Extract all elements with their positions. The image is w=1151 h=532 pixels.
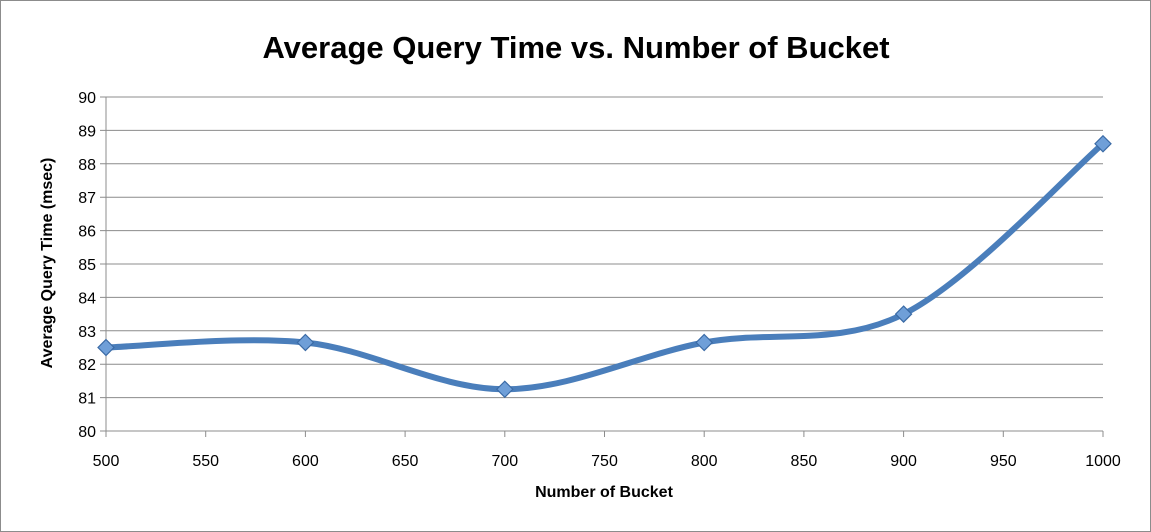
x-tick-label: 1000 [1085,453,1121,470]
data-point-marker [97,338,115,357]
axes [100,97,1104,437]
x-tick-label: 850 [791,453,818,470]
x-tick-label: 700 [491,453,518,470]
y-tick-label: 90 [78,90,96,107]
data-point-marker [296,333,315,352]
y-tick-label: 81 [78,391,96,408]
series-line [103,140,1106,393]
y-tick-label: 85 [78,257,96,274]
x-tick-label: 500 [93,453,120,470]
gridlines [100,96,1103,399]
y-tick-label: 86 [78,224,96,241]
x-tick-label: 550 [192,453,219,470]
x-tick-label: 600 [292,453,319,470]
x-tick-label: 900 [890,453,917,470]
series-layer [97,134,1112,399]
x-tick-label: 750 [591,453,618,470]
x-axis-title: Number of Bucket [535,484,673,501]
chart-title: Average Query Time vs. Number of Bucket [262,30,889,65]
y-tick-label: 80 [78,424,96,441]
y-tick-labels: 80 81 82 83 84 85 86 87 88 89 90 [78,90,96,441]
y-tick-label: 82 [78,357,96,374]
data-point-marker [1094,134,1112,153]
x-tick-label: 950 [990,453,1017,470]
y-tick-label: 84 [78,290,96,307]
x-tick-label: 800 [691,453,718,470]
y-tick-label: 83 [78,324,96,341]
data-point-marker [495,380,514,399]
data-point-marker [894,305,913,323]
y-axis-title: Average Query Time (msec) [39,158,56,369]
y-tick-label: 87 [78,190,96,207]
x-tick-labels: 500 550 600 650 700 750 800 850 900 950 1000 [93,453,1121,470]
y-tick-label: 88 [78,157,96,174]
x-tick-label: 650 [392,453,419,470]
y-tick-label: 89 [78,123,96,140]
data-point-marker [695,333,714,352]
